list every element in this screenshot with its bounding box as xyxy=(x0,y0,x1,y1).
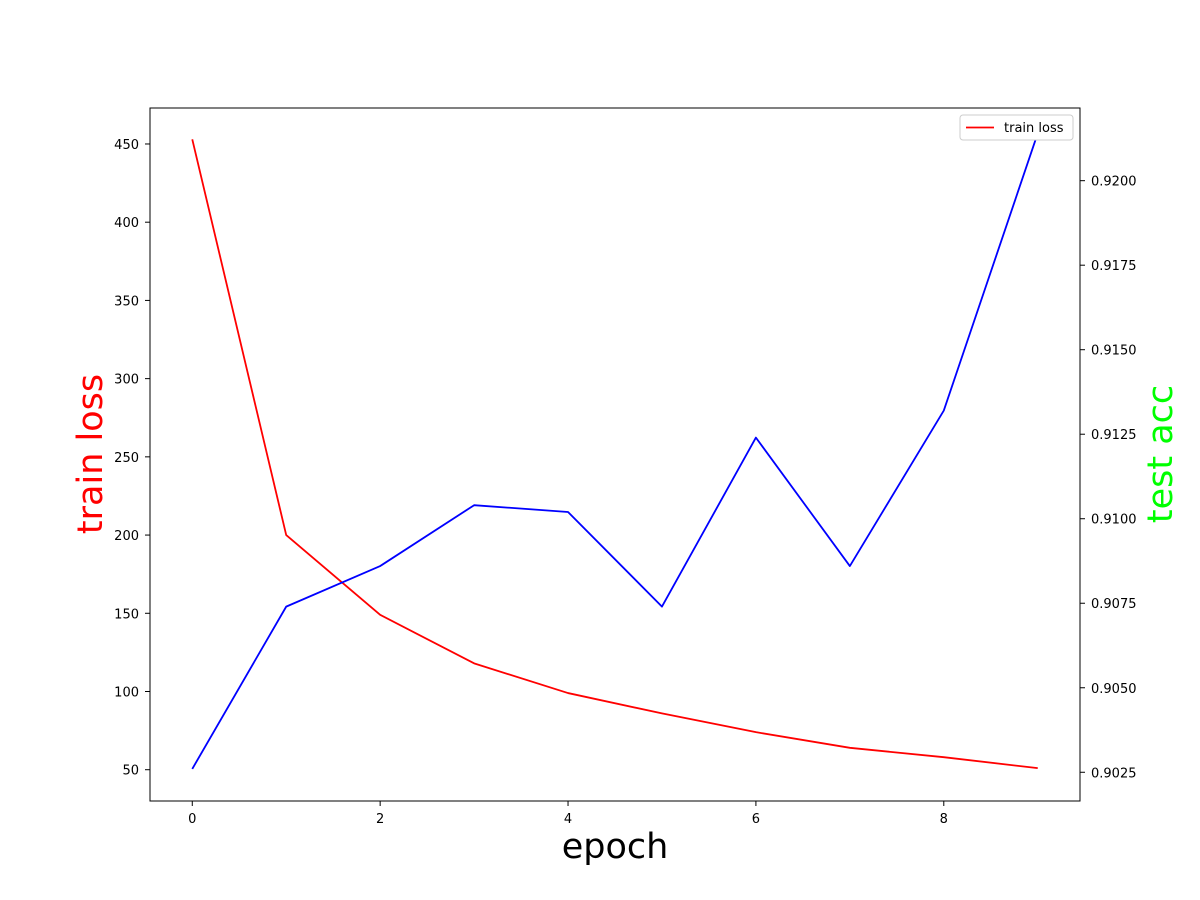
left-y-tick-label: 100 xyxy=(114,685,139,700)
right-y-axis-ticks: 0.9025 0.9050 0.9075 0.9100 0.9125 0.9150 0.91… xyxy=(1080,175,1137,781)
right-y-tick-label: 0.9200 xyxy=(1091,175,1137,190)
left-y-tick-label: 250 xyxy=(114,451,139,466)
series-line-train-loss xyxy=(191,139,1038,770)
legend-label-train-loss: train loss xyxy=(1004,121,1064,136)
right-y-axis-label: test acc xyxy=(1141,385,1181,523)
right-y-tick-label: 0.9050 xyxy=(1091,682,1137,697)
plot-frame xyxy=(149,107,1081,802)
left-y-tick-label: 50 xyxy=(122,764,139,779)
x-tick-label: 2 xyxy=(376,812,384,827)
legend: train loss xyxy=(959,114,1074,141)
left-y-tick-label: 450 xyxy=(114,138,139,153)
right-y-tick-label: 0.9150 xyxy=(1091,344,1137,359)
right-y-tick-label: 0.9125 xyxy=(1091,428,1137,443)
plot-lines xyxy=(191,133,1039,770)
x-tick-label: 4 xyxy=(564,812,572,827)
x-axis-label: epoch xyxy=(562,827,669,867)
x-tick-label: 6 xyxy=(752,812,760,827)
left-y-axis-label: train loss xyxy=(71,374,111,534)
right-y-tick-label: 0.9100 xyxy=(1091,513,1137,528)
series-line-test-acc xyxy=(191,133,1039,770)
left-y-tick-label: 300 xyxy=(114,373,139,388)
left-y-tick-label: 350 xyxy=(114,294,139,309)
left-y-tick-label: 400 xyxy=(114,216,139,231)
legend-box xyxy=(959,114,1074,141)
x-tick-label: 0 xyxy=(188,812,196,827)
x-tick-label: 8 xyxy=(940,812,948,827)
right-y-tick-label: 0.9175 xyxy=(1091,259,1137,274)
right-y-tick-label: 0.9025 xyxy=(1091,766,1137,781)
right-y-tick-label: 0.9075 xyxy=(1091,597,1137,612)
left-y-axis-ticks: 50 100 150 200 250 300 350 400 450 xyxy=(114,138,150,779)
x-axis-ticks: 0 2 4 6 8 xyxy=(188,801,948,827)
left-y-tick-label: 200 xyxy=(114,529,139,544)
left-y-tick-label: 150 xyxy=(114,607,139,622)
